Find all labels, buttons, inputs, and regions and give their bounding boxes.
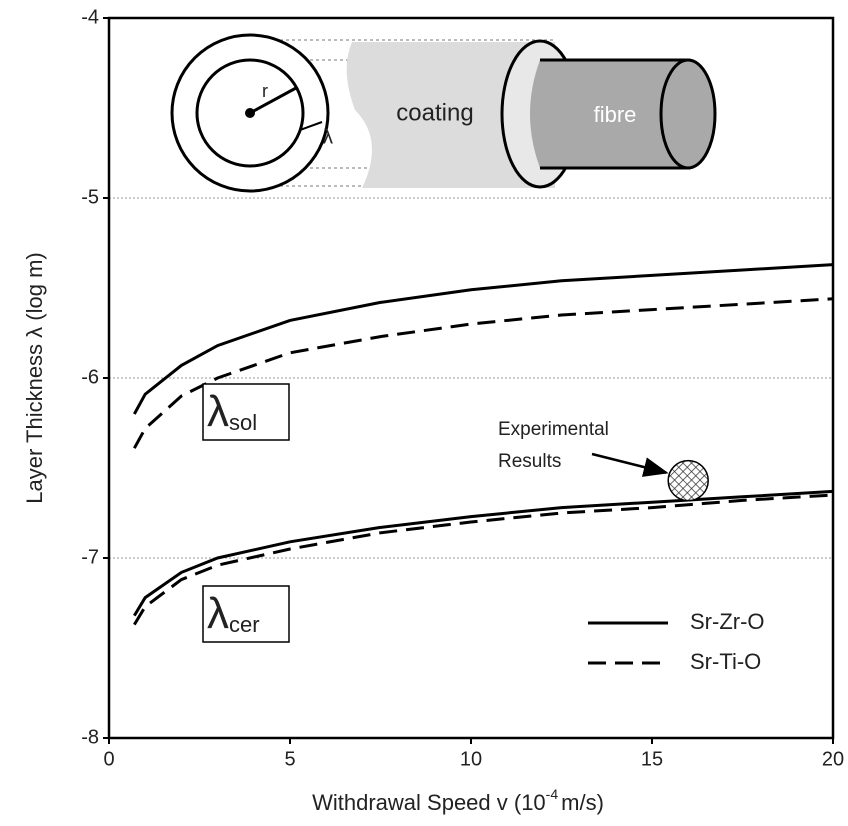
legend-label: Sr-Ti-O (690, 649, 761, 674)
curve-label-subscript: sol (229, 410, 257, 435)
inset-diagram: r λ coating fibre (170, 33, 717, 193)
experimental-arrow (591, 452, 669, 477)
curve-label-symbol: λ (207, 387, 229, 436)
curve-label-box (202, 383, 290, 441)
coating-label: coating (396, 99, 473, 126)
series-line (133, 297, 834, 449)
fibre-label: fibre (594, 102, 637, 127)
curve-label-box (202, 585, 290, 643)
x-tick-label: 5 (284, 748, 295, 770)
y-tick-label: -4 (81, 6, 99, 28)
x-tick-label: 20 (822, 748, 844, 770)
fibre-body (530, 60, 690, 168)
thickness-label: λ (323, 126, 333, 148)
radius-label: r (262, 81, 268, 101)
series-line (133, 493, 834, 626)
curve-label-symbol: λ (207, 589, 229, 638)
fibre-end (659, 58, 717, 170)
series-line (133, 263, 834, 415)
x-title-text: Withdrawal Speed v (10 (312, 790, 546, 815)
y-tick-label: -7 (81, 546, 99, 568)
plot: λsolλcerExperimentalResultsSr-Zr-OSr-Ti-… (133, 263, 834, 674)
x-tick-label: 15 (641, 748, 663, 770)
x-axis-title: Withdrawal Speed v (10-4 m/s) (312, 786, 604, 815)
radius-line (249, 86, 297, 115)
curve-label: λsol (207, 387, 257, 436)
x-title-unit: m/s) (561, 790, 604, 815)
x-tick-label: 0 (103, 748, 114, 770)
curve-label-subscript: cer (229, 612, 260, 637)
x-title-superscript: -4 (546, 786, 559, 802)
y-axis-title: Layer Thickness λ (log m) (22, 252, 47, 503)
thickness-mark (299, 121, 323, 131)
y-tick-label: -6 (81, 366, 99, 388)
x-tick-label: 10 (460, 748, 482, 770)
y-tick-label: -8 (81, 726, 99, 748)
y-tick-label: -5 (81, 186, 99, 208)
experimental-label: Experimental (498, 419, 609, 440)
experimental-label: Results (498, 451, 561, 472)
experimental-point (667, 459, 709, 502)
curve-label: λcer (207, 589, 260, 638)
legend-label: Sr-Zr-O (690, 609, 765, 634)
coating-shape (346, 42, 555, 188)
